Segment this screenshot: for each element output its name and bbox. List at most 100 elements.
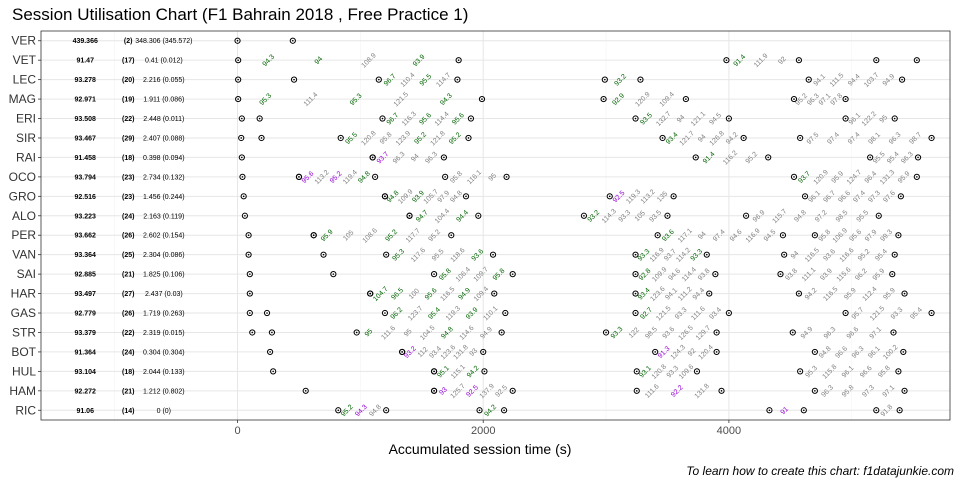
stint-marker-dot — [505, 176, 508, 178]
driver-label: VAN — [12, 248, 36, 262]
stint-marker-dot — [791, 331, 794, 334]
stint-marker-dot — [725, 59, 728, 61]
stint-out-marker — [379, 115, 386, 122]
lap-time-label: 94 — [790, 250, 801, 261]
stint: 91 — [766, 406, 807, 417]
panel-border — [40, 30, 951, 421]
stint-marker-dot — [247, 234, 250, 237]
stint — [245, 251, 327, 258]
stint-marker-dot — [902, 351, 905, 353]
driver-label: HAM — [9, 384, 36, 398]
stint-marker-dot — [384, 312, 386, 314]
x-tick-label: 4000 — [717, 425, 741, 437]
stint-in-marker — [290, 76, 298, 83]
stint-marker-dot — [779, 273, 782, 275]
stint-marker-dot — [385, 409, 387, 412]
stint-out-marker — [238, 134, 245, 142]
lap-count-label: (19) — [122, 97, 134, 104]
best-lap-label: 93.104 — [75, 369, 97, 376]
driver-label: MAG — [9, 92, 36, 106]
stint-in-marker — [289, 37, 296, 44]
stint-in-marker — [448, 232, 455, 239]
stint-in-marker — [455, 57, 462, 64]
stint-in-marker — [467, 115, 475, 122]
stint-marker-dot — [892, 331, 895, 334]
stint-out-marker — [442, 173, 449, 180]
lap-count-label: (17) — [122, 58, 134, 65]
stint-marker-dot — [433, 273, 435, 275]
stint-marker-dot — [444, 176, 446, 178]
gap-label: 348.306 (345.572) — [135, 38, 192, 45]
stint-marker-dot — [814, 351, 816, 353]
stint-marker-dot — [635, 370, 638, 373]
stint-out-marker — [632, 290, 639, 297]
lap-time-label: 94 — [410, 153, 421, 164]
stint-marker-dot — [844, 312, 847, 314]
gap-label: 0.304 (0.304) — [143, 349, 185, 356]
stint-out-marker — [241, 212, 249, 219]
stint-marker-dot — [241, 156, 243, 159]
stint-in-marker — [800, 407, 807, 414]
gap-label: 2.602 (0.154) — [143, 233, 185, 240]
stint-marker-dot — [793, 176, 795, 178]
stint-in-marker — [901, 387, 908, 394]
stint-marker-dot — [672, 195, 675, 198]
stint-in-marker — [897, 193, 904, 200]
driver-label: SIR — [16, 131, 36, 145]
gap-label: 1.719 (0.263) — [143, 311, 185, 318]
stint-out-marker — [266, 348, 274, 356]
stint-in-marker — [718, 387, 725, 394]
stint-in-marker — [256, 115, 263, 122]
best-lap-label: 93.662 — [75, 233, 97, 240]
stint-marker-dot — [272, 370, 274, 373]
stint-marker-dot — [369, 292, 372, 295]
stint-marker-dot — [604, 78, 606, 81]
stint-marker-dot — [694, 156, 697, 159]
stint-out-marker — [632, 271, 639, 278]
stint-marker-dot — [715, 351, 718, 353]
stint-in-marker — [693, 368, 701, 375]
stint-out-marker — [238, 154, 245, 161]
stint-in-marker — [320, 251, 327, 258]
stint-marker-dot — [293, 78, 295, 81]
lap-count-label: (25) — [122, 252, 134, 259]
stint-marker-dot — [483, 370, 486, 373]
stint-in-marker — [489, 251, 497, 258]
driver-label: LEC — [13, 73, 37, 87]
best-lap-label: 439.366 — [73, 38, 98, 45]
stint-marker-dot — [500, 331, 503, 334]
stint-out-marker — [399, 348, 406, 356]
chart-caption: To learn how to create this chart: f1dat… — [686, 464, 954, 478]
stint-marker-dot — [814, 390, 816, 392]
x-axis-label: Accumulated session time (s) — [389, 441, 572, 457]
stint-in-marker — [682, 95, 689, 103]
stint — [234, 37, 296, 44]
stint-marker-dot — [877, 214, 880, 217]
stint-out-marker — [353, 329, 360, 336]
stint-in-marker — [664, 212, 671, 219]
stint-in-marker — [914, 154, 922, 161]
stint-out-marker — [797, 134, 804, 142]
stint-in-marker — [896, 407, 903, 414]
stint-in-marker — [478, 95, 486, 103]
stint-marker-dot — [767, 156, 769, 159]
stint-marker-dot — [893, 117, 896, 120]
stint-in-marker — [372, 173, 379, 180]
panel-background — [41, 31, 950, 420]
stint-out-marker — [789, 329, 796, 336]
lap-time-label: 95 — [488, 172, 499, 183]
stint-marker-dot — [728, 117, 730, 120]
stint-marker-dot — [893, 253, 896, 256]
stint-out-marker — [632, 309, 639, 317]
stint-in-marker — [725, 309, 732, 317]
stint-marker-dot — [339, 137, 342, 139]
stint-in-marker — [480, 348, 487, 356]
stint-marker-dot — [583, 214, 585, 217]
stint-marker-dot — [903, 390, 906, 392]
lap-time-label: 91 — [780, 406, 791, 417]
stint-marker-dot — [456, 78, 459, 81]
gap-label: 2.407 (0.088) — [143, 135, 185, 142]
driver-label: VET — [13, 53, 37, 67]
lap-count-label: (24) — [122, 213, 134, 220]
